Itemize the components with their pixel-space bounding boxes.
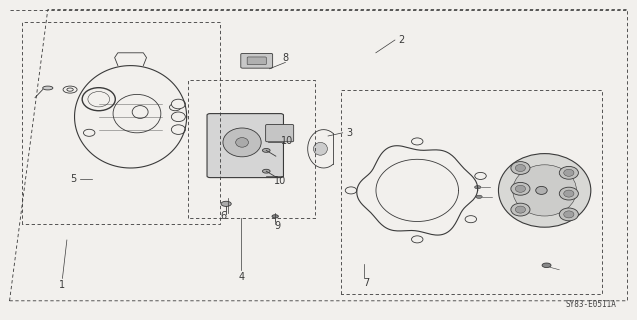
Ellipse shape (511, 162, 530, 174)
Text: SY83-E0511A: SY83-E0511A (566, 300, 617, 309)
FancyBboxPatch shape (247, 57, 266, 65)
Text: 6: 6 (220, 211, 226, 221)
Ellipse shape (515, 206, 526, 213)
Ellipse shape (476, 195, 482, 198)
Ellipse shape (171, 112, 185, 122)
Ellipse shape (412, 138, 423, 145)
Ellipse shape (559, 187, 578, 200)
Ellipse shape (272, 215, 278, 218)
Ellipse shape (559, 166, 578, 179)
Ellipse shape (536, 186, 547, 194)
FancyBboxPatch shape (266, 124, 294, 142)
Ellipse shape (511, 182, 530, 195)
Ellipse shape (475, 186, 481, 189)
Ellipse shape (511, 203, 530, 216)
Ellipse shape (67, 88, 73, 91)
Text: 10: 10 (280, 136, 293, 146)
Ellipse shape (313, 142, 327, 155)
FancyBboxPatch shape (207, 114, 283, 178)
Ellipse shape (43, 86, 53, 90)
Text: 3: 3 (346, 128, 352, 138)
Ellipse shape (564, 169, 574, 176)
Ellipse shape (498, 154, 591, 227)
Ellipse shape (221, 201, 231, 206)
Ellipse shape (564, 211, 574, 218)
Text: 9: 9 (274, 220, 280, 231)
Text: 5: 5 (70, 174, 76, 184)
Text: 4: 4 (239, 272, 245, 282)
Ellipse shape (465, 216, 476, 223)
Ellipse shape (515, 164, 526, 172)
FancyBboxPatch shape (241, 53, 273, 68)
Ellipse shape (262, 148, 270, 152)
Text: 8: 8 (282, 52, 289, 63)
Text: 1: 1 (59, 280, 66, 290)
Ellipse shape (171, 125, 185, 134)
Ellipse shape (345, 187, 357, 194)
Text: 7: 7 (363, 278, 369, 288)
Ellipse shape (515, 185, 526, 192)
Ellipse shape (88, 92, 110, 107)
Ellipse shape (564, 190, 574, 197)
Ellipse shape (513, 165, 576, 216)
Ellipse shape (262, 169, 270, 173)
Ellipse shape (63, 86, 77, 93)
Ellipse shape (82, 88, 115, 111)
Ellipse shape (412, 236, 423, 243)
Text: 2: 2 (398, 35, 404, 45)
Text: 10: 10 (274, 176, 287, 186)
Ellipse shape (475, 172, 486, 180)
Ellipse shape (236, 138, 248, 147)
Ellipse shape (171, 99, 185, 109)
Ellipse shape (559, 208, 578, 221)
Ellipse shape (223, 128, 261, 157)
Ellipse shape (542, 263, 551, 268)
